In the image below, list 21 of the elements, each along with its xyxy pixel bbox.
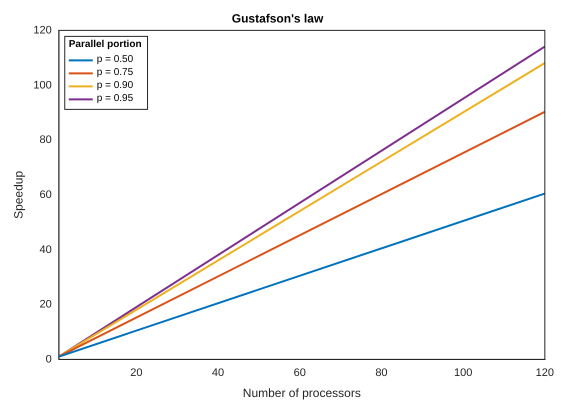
- y-tick-label: 40: [40, 244, 52, 256]
- x-tick-label: 100: [454, 367, 472, 380]
- y-tick-label: 60: [40, 188, 52, 201]
- legend-label: p = 0.75: [96, 67, 134, 78]
- y-axis-title: Speedup: [12, 170, 26, 219]
- legend-label: p = 0.90: [96, 80, 134, 92]
- y-tick-label: 100: [33, 79, 52, 92]
- x-tick-label: 20: [130, 367, 142, 380]
- legend-label: p = 0.95: [96, 93, 134, 104]
- x-tick-label: 120: [536, 367, 554, 380]
- x-tick-label: 80: [375, 367, 388, 380]
- y-tick-label: 120: [33, 24, 52, 36]
- x-tick-label: 60: [294, 367, 306, 380]
- chart-title: Gustafson's law: [232, 12, 324, 26]
- x-axis-title: Number of processors: [242, 386, 361, 400]
- y-tick-label: 80: [40, 134, 52, 146]
- x-tick-label: 40: [212, 367, 224, 380]
- y-tick-label: 20: [40, 298, 52, 311]
- legend-label: p = 0.50: [96, 54, 134, 66]
- y-tick-label: 0: [46, 353, 52, 366]
- legend-title: Parallel portion: [68, 39, 142, 50]
